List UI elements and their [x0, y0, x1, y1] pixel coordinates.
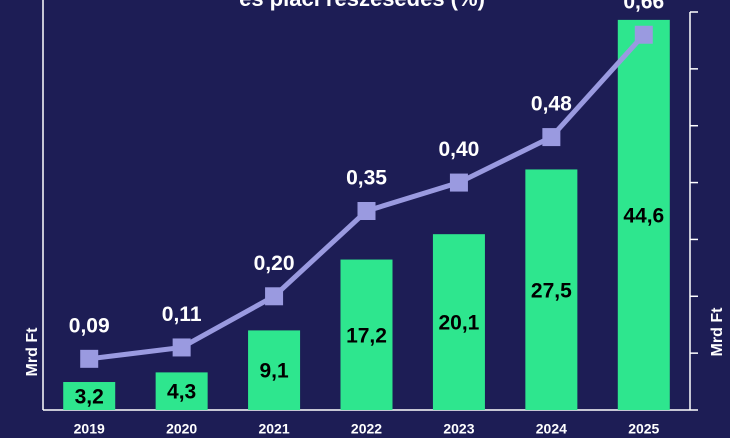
x-tick-label: 2025: [628, 421, 659, 437]
bar: [525, 169, 578, 410]
bar-label: 4,3: [167, 381, 196, 404]
x-tick-label: 2020: [166, 421, 197, 437]
bar-label: 27,5: [531, 279, 572, 302]
y-axis-label: Mrd Ft: [24, 327, 41, 377]
line-marker: [265, 287, 284, 306]
bar-label: 3,2: [75, 386, 104, 409]
line-marker: [172, 338, 191, 357]
bar: [248, 330, 301, 410]
bar: [340, 259, 393, 410]
x-tick-label: 2021: [258, 421, 289, 437]
bar: [432, 234, 485, 410]
y2-axis-label: Mrd Ft: [709, 307, 726, 357]
x-tick-label: 2022: [351, 421, 382, 437]
line-label: 0,66: [623, 0, 664, 13]
line-label: 0,48: [531, 93, 572, 116]
line-label: 0,35: [346, 167, 387, 190]
bar: [155, 372, 208, 410]
bar-label: 9,1: [259, 360, 289, 383]
line-label: 0,11: [162, 303, 202, 326]
line-marker: [80, 349, 99, 368]
x-tick-label: 2019: [74, 421, 105, 437]
line-marker: [357, 202, 376, 220]
x-tick-label: 2024: [536, 421, 567, 437]
bar: [63, 382, 116, 410]
line-label: 0,20: [254, 252, 295, 275]
bar-label: 44,6: [623, 204, 664, 227]
line-marker: [634, 25, 653, 44]
bar: [617, 19, 670, 410]
bar-label: 17,2: [346, 324, 387, 347]
x-tick-label: 2023: [443, 421, 474, 437]
line-label: 0,40: [438, 138, 479, 161]
chart-title: és piaci részesedés (%): [239, 0, 485, 11]
line-label: 0,09: [69, 314, 110, 337]
line-marker: [542, 128, 561, 147]
line-marker: [449, 173, 468, 192]
bar-label: 20,1: [438, 312, 479, 335]
